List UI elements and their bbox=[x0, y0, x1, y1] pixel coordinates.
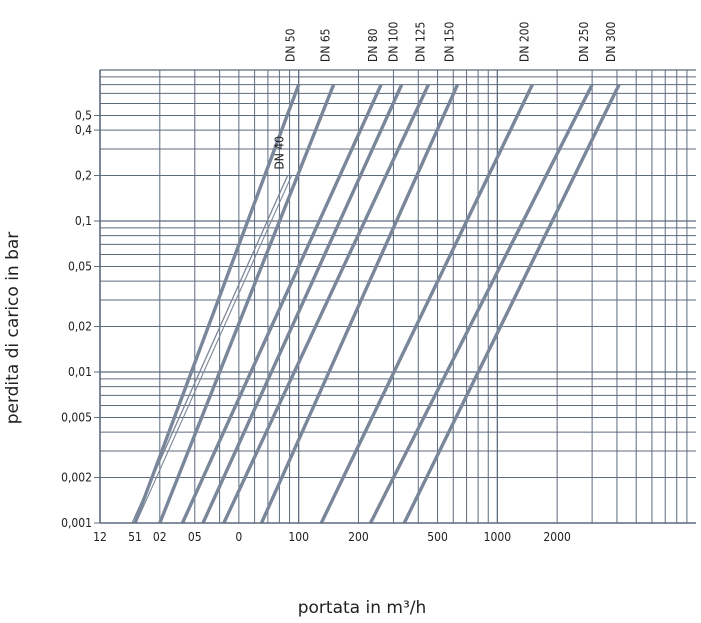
y-axis-ticks: 0,001 0,002 0,005 0,01 0,02 0,05 0,1 0,2 0,40,5 bbox=[61, 108, 100, 530]
series-label-dn-100: DN 100 bbox=[387, 21, 401, 62]
y-tick-label: 0,5 bbox=[75, 108, 92, 122]
x-tick-label: 05 bbox=[188, 530, 202, 544]
y-tick-label: 0,005 bbox=[61, 410, 92, 424]
series-label-dn-50: DN 50 bbox=[284, 28, 298, 62]
series-line-dn-65 bbox=[158, 84, 336, 524]
x-axis-ticks: 12 51 02 05 0 100 200 500 1000 2000 bbox=[93, 530, 571, 544]
series-line-dn-80 bbox=[180, 83, 383, 524]
x-tick-label: 2000 bbox=[543, 530, 571, 544]
series-label-dn-125: DN 125 bbox=[413, 22, 427, 62]
x-tick-label: 1000 bbox=[484, 530, 512, 544]
x-axis-label: portata in m³/h bbox=[298, 598, 427, 618]
series-line-dn-150 bbox=[259, 83, 460, 524]
x-tick-label: 51 bbox=[128, 530, 142, 544]
series-line-dn-125 bbox=[222, 83, 430, 524]
series-line-dn-100 bbox=[201, 83, 404, 524]
x-tick-label: 500 bbox=[427, 530, 448, 544]
plot-frame bbox=[99, 69, 696, 524]
grid-lines bbox=[100, 70, 696, 523]
y-tick-label: 0,2 bbox=[75, 169, 92, 183]
y-tick-label: 0,01 bbox=[68, 365, 92, 379]
x-tick-label: 02 bbox=[153, 530, 167, 544]
series-label-dn-80: DN 80 bbox=[366, 28, 380, 62]
series-labels: DN 40 DN 50 DN 65 DN 80 DN 100 DN 125 DN 150 DN… bbox=[273, 21, 618, 169]
series-line-dn-50 bbox=[133, 84, 301, 524]
series-label-dn-250: DN 250 bbox=[577, 21, 591, 62]
y-axis-label: perdita di carico in bar bbox=[3, 232, 23, 425]
y-tick-label: 0,002 bbox=[61, 471, 92, 485]
series-lines bbox=[131, 83, 621, 524]
series-label-dn-150: DN 150 bbox=[442, 21, 456, 62]
series-label-dn-65: DN 65 bbox=[319, 28, 333, 62]
x-tick-label: 100 bbox=[288, 530, 309, 544]
y-tick-label: 0,4 bbox=[75, 123, 92, 137]
y-tick-label: 0,05 bbox=[68, 259, 92, 273]
series-line-dn-300 bbox=[402, 83, 621, 524]
series-label-dn-300: DN 300 bbox=[604, 21, 618, 62]
y-tick-label: 0,02 bbox=[68, 320, 92, 334]
series-label-dn-40: DN 40 bbox=[273, 136, 287, 170]
x-tick-label: 12 bbox=[93, 530, 107, 544]
series-line-dn-40-trace bbox=[135, 175, 293, 524]
series-label-dn-200: DN 200 bbox=[517, 21, 531, 62]
y-tick-label: 0,1 bbox=[75, 214, 92, 228]
series-line-dn-250 bbox=[369, 83, 594, 524]
series-line-dn-200 bbox=[319, 83, 534, 524]
y-tick-label: 0,001 bbox=[61, 516, 92, 530]
x-tick-label: 0 bbox=[235, 530, 242, 544]
x-tick-label: 200 bbox=[348, 530, 369, 544]
